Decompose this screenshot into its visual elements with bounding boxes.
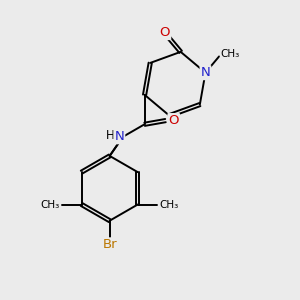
Text: Br: Br — [102, 238, 117, 251]
Text: O: O — [169, 114, 179, 127]
Text: H: H — [106, 129, 115, 142]
Text: N: N — [201, 66, 210, 79]
Text: CH₃: CH₃ — [221, 49, 240, 59]
Text: N: N — [115, 130, 124, 143]
Text: CH₃: CH₃ — [40, 200, 60, 209]
Text: CH₃: CH₃ — [160, 200, 179, 209]
Text: O: O — [160, 26, 170, 39]
